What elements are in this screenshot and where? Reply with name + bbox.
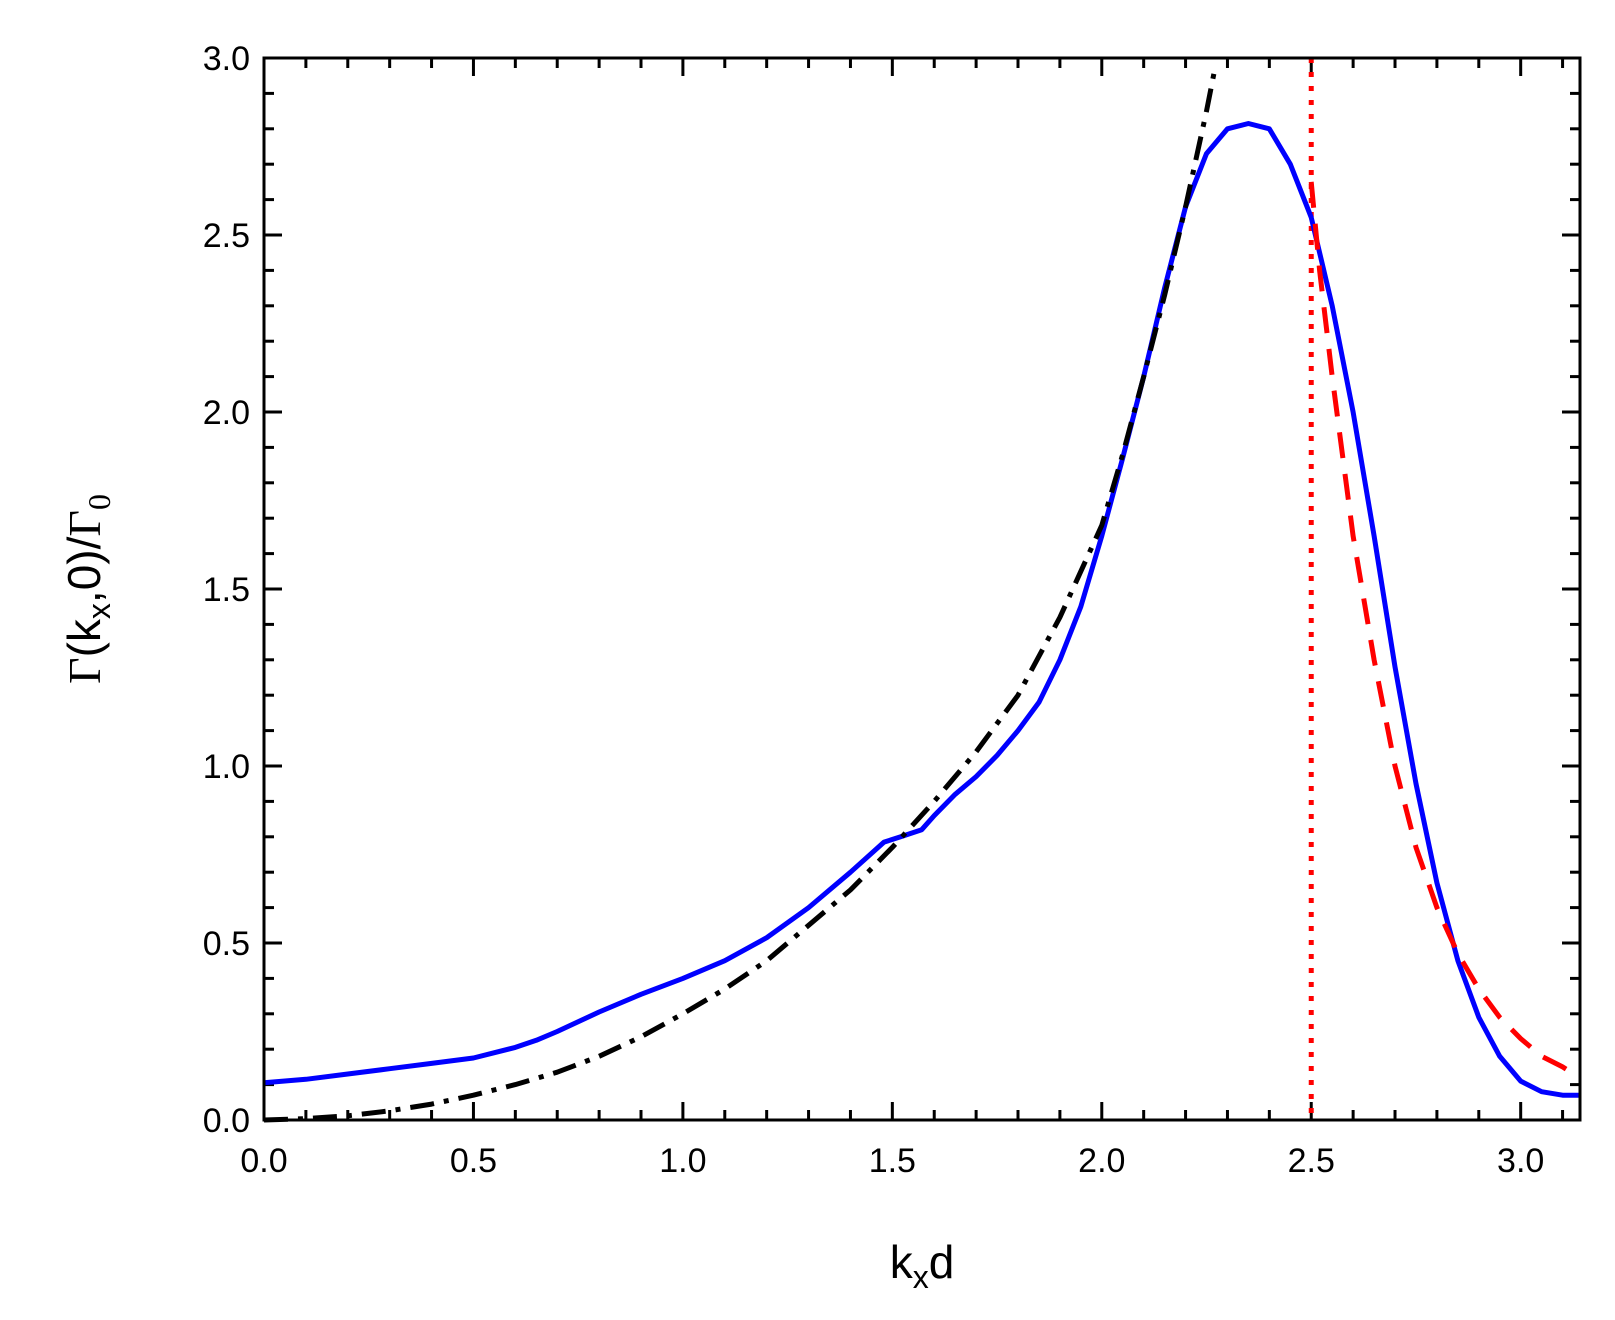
series-line-solid (263, 121, 1580, 1098)
plot-frame (262, 56, 1582, 1122)
x-tick-label: 1.0 (659, 1142, 706, 1180)
y-tick-label: 3.0 (203, 40, 250, 78)
series-line-dashdot (263, 68, 1218, 1123)
x-tick-label: 0.0 (240, 1142, 287, 1180)
y-tick-label: 0.0 (203, 1102, 250, 1140)
x-axis-label: kxd (890, 1236, 955, 1295)
y-tick-label: 1.0 (203, 748, 250, 786)
x-axis-label-sub: x (913, 1259, 929, 1295)
y-axis-label: Γ(kx,0)/Γ0 (58, 494, 117, 684)
y-tick-label: 2.0 (203, 394, 250, 432)
x-tick-label: 2.5 (1288, 1142, 1335, 1180)
labels-layer: 0.0 0.5 1.0 1.5 2.0 2.5 3.0 0.0 0.5 1.0 1.5 2.0 2.5 3… (203, 40, 1545, 1180)
x-tick-label: 2.0 (1078, 1142, 1125, 1180)
series-line-dashed (1308, 181, 1581, 1080)
x-tick-label: 3.0 (1497, 1142, 1544, 1180)
y-tick-label: 0.5 (203, 925, 250, 963)
ticks-layer (262, 56, 1580, 1122)
y-tick-label: 2.5 (203, 217, 250, 255)
x-tick-label: 1.5 (869, 1142, 916, 1180)
series-layer (263, 58, 1581, 1123)
y-tick-label: 1.5 (203, 571, 250, 609)
x-tick-label: 0.5 (450, 1142, 497, 1180)
